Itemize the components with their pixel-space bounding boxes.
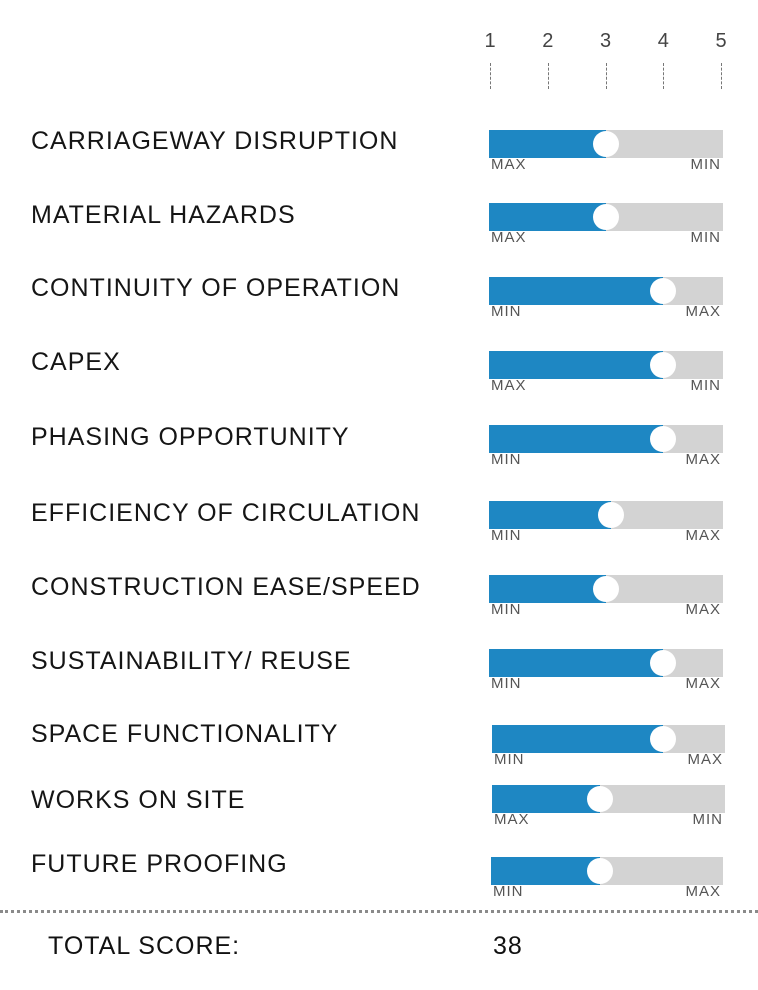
scale-end-right: MAX	[685, 303, 721, 320]
scale-end-left: MIN	[491, 451, 522, 468]
scale-tick	[663, 63, 665, 89]
total-score-label: TOTAL SCORE:	[48, 932, 241, 960]
score-bar	[489, 130, 606, 158]
scale-end-left: MIN	[493, 883, 524, 900]
score-marker	[586, 858, 613, 884]
score-marker	[650, 278, 677, 304]
scale-end-left: MIN	[494, 751, 525, 768]
total-divider	[0, 910, 758, 913]
total-score-value: 38	[493, 932, 523, 960]
criterion-label: CONSTRUCTION EASE/SPEED	[31, 573, 421, 601]
scale-end-right: MIN	[692, 811, 723, 828]
score-bar	[489, 203, 606, 231]
score-bar	[489, 501, 612, 529]
scale-end-left: MIN	[491, 601, 522, 618]
criterion-label: WORKS ON SITE	[31, 786, 246, 814]
score-track: MIN MAX	[489, 575, 723, 618]
scale-number: 4	[657, 30, 669, 52]
score-bar	[491, 857, 600, 885]
scale-end-right: MIN	[690, 156, 721, 173]
score-bar	[489, 351, 664, 379]
scale-end-right: MAX	[685, 451, 721, 468]
score-marker	[650, 650, 677, 676]
scale-end-right: MAX	[685, 527, 721, 544]
scale-tick	[721, 63, 722, 89]
scale-number: 5	[715, 30, 727, 52]
scale-end-left: MAX	[491, 229, 527, 246]
score-track: MAX MIN	[489, 130, 723, 173]
scale-end-left: MIN	[491, 675, 522, 692]
score-bar	[489, 649, 664, 677]
criterion-label: PHASING OPPORTUNITY	[31, 423, 350, 451]
score-bar	[489, 277, 664, 305]
score-bar	[492, 725, 664, 753]
score-track: MAX MIN	[489, 351, 723, 394]
criterion-label: CONTINUITY OF OPERATION	[31, 274, 401, 302]
scale-number: 1	[484, 30, 496, 52]
scale-tick	[547, 63, 549, 89]
score-marker	[650, 726, 677, 752]
scale-end-left: MIN	[491, 527, 522, 544]
score-marker	[650, 352, 677, 378]
scale-end-right: MAX	[685, 601, 721, 618]
score-marker	[592, 576, 619, 602]
score-track: MAX MIN	[489, 203, 723, 246]
scale-end-right: MAX	[687, 751, 723, 768]
scale-end-left: MAX	[491, 377, 527, 394]
criterion-label: EFFICIENCY OF CIRCULATION	[31, 499, 421, 527]
criterion-label: CAPEX	[31, 348, 121, 376]
criterion-label: CARRIAGEWAY DISRUPTION	[31, 127, 399, 155]
scale-end-right: MIN	[690, 229, 721, 246]
scale-end-left: MAX	[491, 156, 527, 173]
score-bar	[492, 785, 600, 813]
scale-tick	[490, 63, 491, 89]
score-bar	[489, 575, 606, 603]
scale-tick	[605, 63, 607, 89]
score-track: MIN MAX	[492, 725, 725, 768]
score-marker	[592, 131, 619, 157]
score-track: MIN MAX	[491, 857, 723, 900]
score-track: MIN MAX	[489, 501, 723, 544]
scale-end-right: MAX	[685, 883, 721, 900]
score-track: MIN MAX	[489, 277, 723, 320]
score-marker	[586, 786, 613, 812]
criterion-label: SPACE FUNCTIONALITY	[31, 720, 339, 748]
score-marker	[650, 426, 677, 452]
score-marker	[598, 502, 625, 528]
score-track: MIN MAX	[489, 649, 723, 692]
score-track: MIN MAX	[489, 425, 723, 468]
scale-number: 2	[542, 30, 554, 52]
score-marker	[592, 204, 619, 230]
criterion-label: MATERIAL HAZARDS	[31, 201, 296, 229]
criterion-label: FUTURE PROOFING	[31, 850, 288, 878]
scale-end-right: MIN	[690, 377, 721, 394]
scale-end-left: MIN	[491, 303, 522, 320]
score-track: MAX MIN	[492, 785, 725, 828]
scale-end-right: MAX	[685, 675, 721, 692]
scale-number: 3	[599, 30, 612, 52]
criterion-label: SUSTAINABILITY/ REUSE	[31, 647, 352, 675]
scale-end-left: MAX	[494, 811, 530, 828]
score-bar	[489, 425, 664, 453]
